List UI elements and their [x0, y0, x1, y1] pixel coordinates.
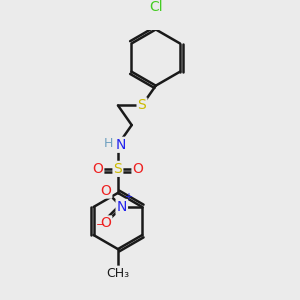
Text: H: H [104, 137, 113, 150]
Text: S: S [138, 98, 146, 112]
Text: O: O [100, 216, 111, 230]
Text: N: N [117, 200, 127, 214]
Text: +: + [124, 192, 132, 202]
Text: Cl: Cl [149, 0, 163, 14]
Text: −: − [96, 220, 105, 230]
Text: O: O [133, 162, 143, 176]
Text: S: S [113, 162, 122, 176]
Text: O: O [92, 162, 103, 176]
Text: O: O [100, 184, 111, 197]
Text: CH₃: CH₃ [106, 267, 130, 280]
Text: N: N [116, 138, 126, 152]
